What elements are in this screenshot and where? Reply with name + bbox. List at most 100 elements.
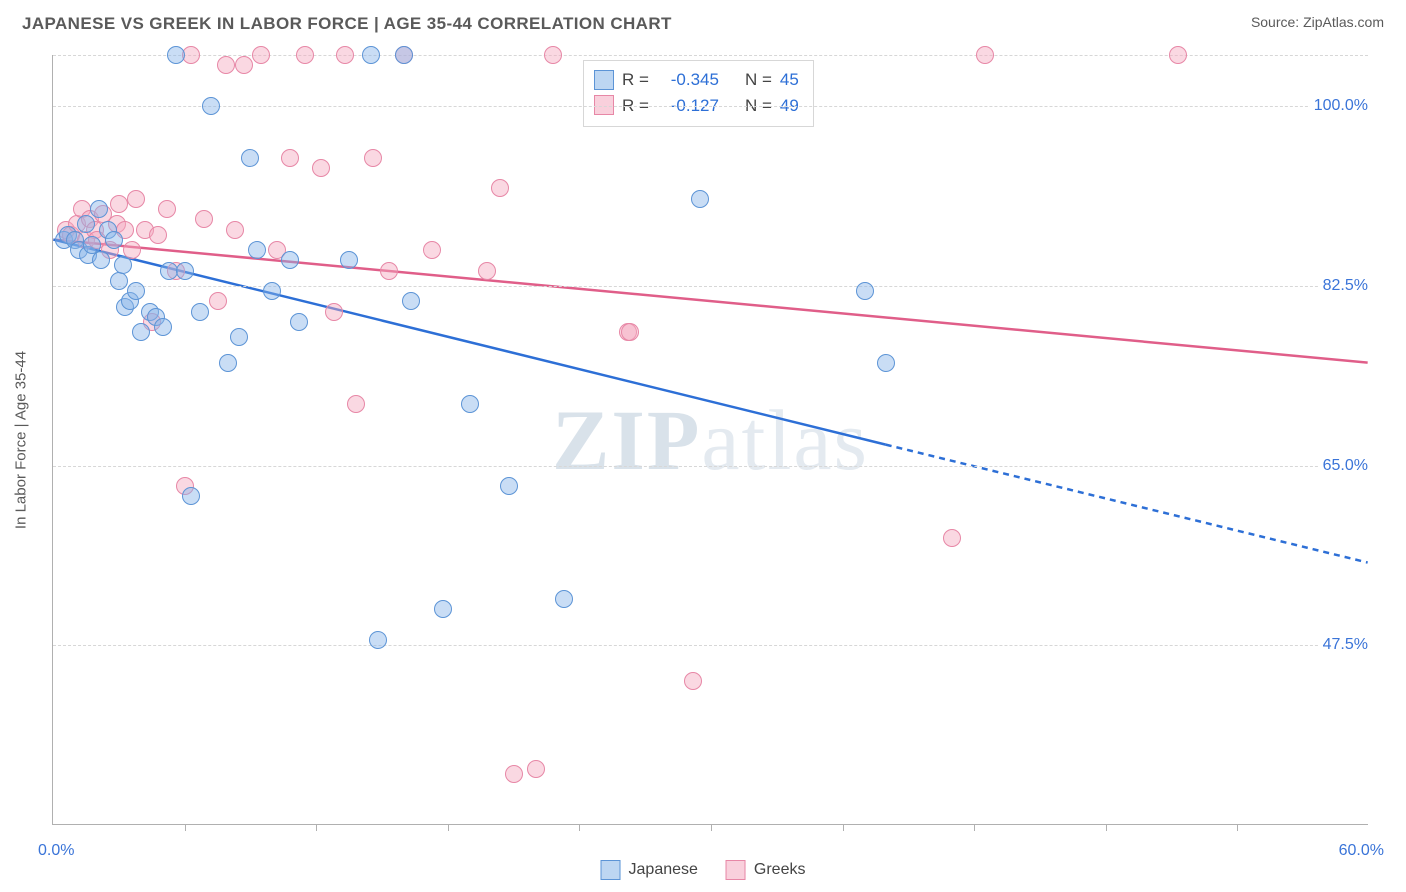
legend-swatch-icon <box>726 860 746 880</box>
stats-n-value: 45 <box>780 67 799 93</box>
japanese-point <box>191 303 209 321</box>
stats-r-label: R = <box>622 67 649 93</box>
japanese-point <box>105 231 123 249</box>
x-tick <box>711 824 712 831</box>
greek-point <box>505 765 523 783</box>
legend-item: Greeks <box>726 860 806 880</box>
greek-point <box>182 46 200 64</box>
japanese-point <box>877 354 895 372</box>
legend-label: Japanese <box>629 861 698 879</box>
x-tick <box>1237 824 1238 831</box>
greek-point <box>110 195 128 213</box>
japanese-point <box>263 282 281 300</box>
greek-point <box>325 303 343 321</box>
japanese-point <box>434 600 452 618</box>
japanese-point <box>77 215 95 233</box>
legend-label: Greeks <box>754 861 806 879</box>
greek-point <box>235 56 253 74</box>
grid-line <box>53 645 1368 646</box>
greek-point <box>1169 46 1187 64</box>
stats-n-value: 49 <box>780 93 799 119</box>
greek-point <box>364 149 382 167</box>
greek-point <box>149 226 167 244</box>
greek-point <box>217 56 235 74</box>
x-tick <box>579 824 580 831</box>
japanese-point <box>110 272 128 290</box>
x-tick <box>974 824 975 831</box>
stats-n-label: N = <box>745 93 772 119</box>
japanese-point <box>461 395 479 413</box>
x-tick <box>448 824 449 831</box>
chart-title: JAPANESE VS GREEK IN LABOR FORCE | AGE 3… <box>22 14 672 34</box>
source-attribution: Source: ZipAtlas.com <box>1251 14 1384 30</box>
japanese-point <box>555 590 573 608</box>
stats-r-value: -0.127 <box>657 93 719 119</box>
grid-line <box>53 286 1368 287</box>
y-tick-label: 82.5% <box>1319 277 1372 295</box>
grid-line <box>53 106 1368 107</box>
japanese-point <box>90 200 108 218</box>
greek-point <box>209 292 227 310</box>
greek-point <box>527 760 545 778</box>
trend-line <box>886 445 1368 563</box>
japanese-point <box>691 190 709 208</box>
stats-swatch-icon <box>594 95 614 115</box>
trend-line <box>53 240 1367 363</box>
greek-point <box>281 149 299 167</box>
grid-line <box>53 466 1368 467</box>
japanese-point <box>362 46 380 64</box>
japanese-point <box>395 46 413 64</box>
greek-point <box>312 159 330 177</box>
x-tick <box>1106 824 1107 831</box>
greek-point <box>347 395 365 413</box>
japanese-point <box>340 251 358 269</box>
japanese-point <box>402 292 420 310</box>
greek-point <box>943 529 961 547</box>
greek-point <box>423 241 441 259</box>
japanese-point <box>369 631 387 649</box>
stats-swatch-icon <box>594 70 614 90</box>
greek-point <box>296 46 314 64</box>
japanese-point <box>281 251 299 269</box>
stats-row: R = -0.345 N = 45 <box>594 67 799 93</box>
greek-point <box>158 200 176 218</box>
japanese-point <box>154 318 172 336</box>
legend-swatch-icon <box>601 860 621 880</box>
x-axis-min-label: 0.0% <box>38 842 74 860</box>
greek-point <box>252 46 270 64</box>
stats-r-label: R = <box>622 93 649 119</box>
japanese-point <box>241 149 259 167</box>
y-tick-label: 47.5% <box>1319 636 1372 654</box>
greek-point <box>544 46 562 64</box>
correlation-stats-box: R = -0.345 N = 45 R = -0.127 N = 49 <box>583 60 814 127</box>
japanese-point <box>132 323 150 341</box>
x-tick <box>843 824 844 831</box>
x-axis-max-label: 60.0% <box>1339 842 1384 860</box>
japanese-point <box>290 313 308 331</box>
greek-point <box>478 262 496 280</box>
japanese-point <box>167 46 185 64</box>
greek-point <box>976 46 994 64</box>
y-tick-label: 100.0% <box>1310 97 1372 115</box>
x-tick <box>316 824 317 831</box>
chart-plot-area: In Labor Force | Age 35-44 ZIPatlas R =-… <box>52 55 1368 825</box>
legend-item: Japanese <box>601 860 698 880</box>
japanese-point <box>856 282 874 300</box>
greek-point <box>127 190 145 208</box>
greek-point <box>195 210 213 228</box>
stats-r-value: -0.345 <box>657 67 719 93</box>
y-tick-label: 65.0% <box>1319 457 1372 475</box>
greek-point <box>380 262 398 280</box>
series-legend: Japanese Greeks <box>601 860 806 880</box>
japanese-point <box>182 487 200 505</box>
japanese-point <box>202 97 220 115</box>
stats-row: R = -0.127 N = 49 <box>594 93 799 119</box>
japanese-point <box>500 477 518 495</box>
trend-lines-svg <box>53 55 1368 824</box>
japanese-point <box>219 354 237 372</box>
greek-point <box>491 179 509 197</box>
japanese-point <box>248 241 266 259</box>
stats-n-label: N = <box>745 67 772 93</box>
japanese-point <box>230 328 248 346</box>
greek-point <box>226 221 244 239</box>
